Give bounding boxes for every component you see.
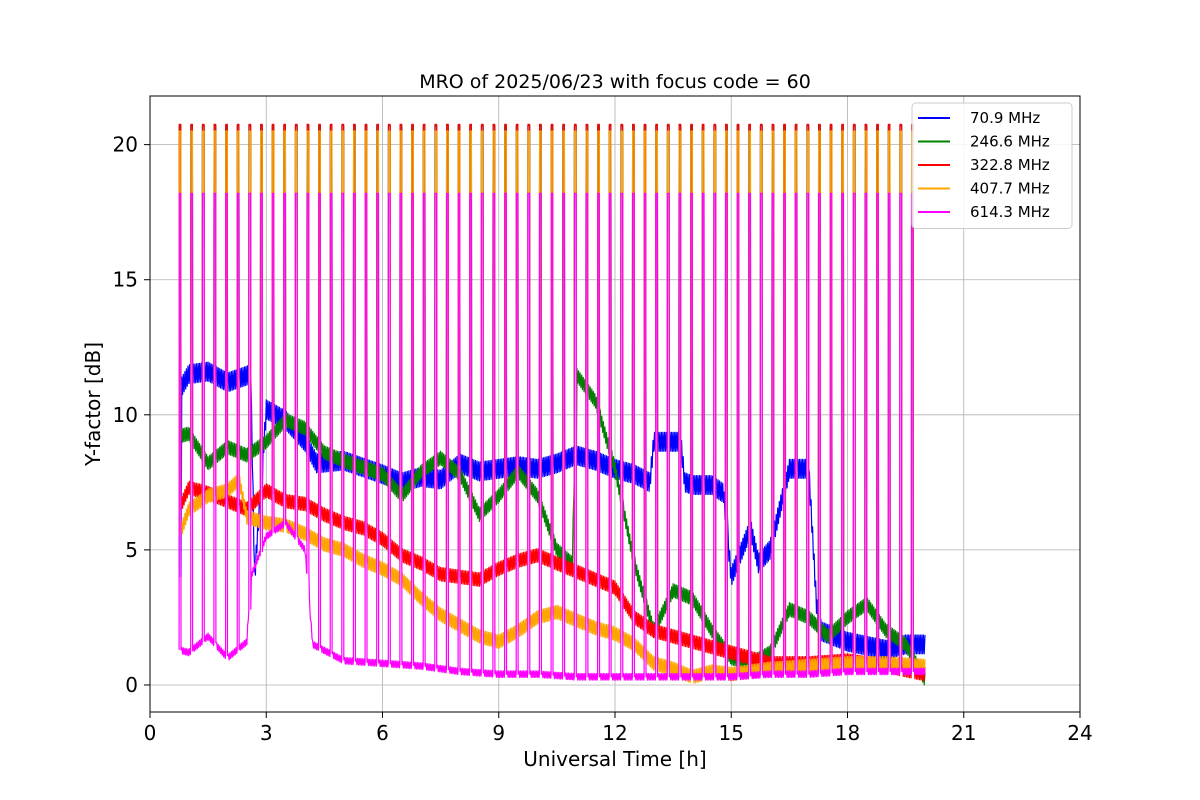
x-tick-label: 0 (144, 721, 157, 745)
legend-entry-label: 614.3 MHz (970, 203, 1050, 221)
legend-entry-label: 70.9 MHz (970, 109, 1040, 127)
x-tick-label: 12 (602, 721, 627, 745)
legend-entry-label: 246.6 MHz (970, 133, 1050, 151)
chart-title: MRO of 2025/06/23 with focus code = 60 (419, 71, 811, 93)
ticks: 0 3 6 9 12 15 18 21 24 0 5 10 15 20 (113, 133, 1093, 745)
x-tick-label: 18 (835, 721, 860, 745)
x-tick-label: 3 (260, 721, 273, 745)
y-axis-label: Y-factor [dB] (81, 342, 105, 467)
legend: 70.9 MHz 246.6 MHz 322.8 MHz 407.7 MHz 614.3… (911, 102, 1073, 229)
series-line-614-3-mhz (178, 192, 926, 681)
x-tick-label: 6 (376, 721, 389, 745)
y-tick-label: 15 (113, 268, 138, 292)
x-axis-label: Universal Time [h] (523, 747, 706, 771)
legend-entry-label: 407.7 MHz (970, 180, 1050, 198)
y-tick-label: 5 (125, 538, 138, 562)
x-tick-label: 24 (1067, 721, 1092, 745)
x-tick-label: 21 (951, 721, 976, 745)
y-tick-label: 20 (113, 133, 138, 157)
x-tick-label: 15 (719, 721, 744, 745)
legend-entry-label: 322.8 MHz (970, 156, 1050, 174)
x-tick-label: 9 (492, 721, 505, 745)
y-tick-label: 10 (113, 403, 138, 427)
series-layer (178, 123, 926, 686)
y-tick-label: 0 (125, 673, 138, 697)
legend-box (911, 102, 1073, 229)
